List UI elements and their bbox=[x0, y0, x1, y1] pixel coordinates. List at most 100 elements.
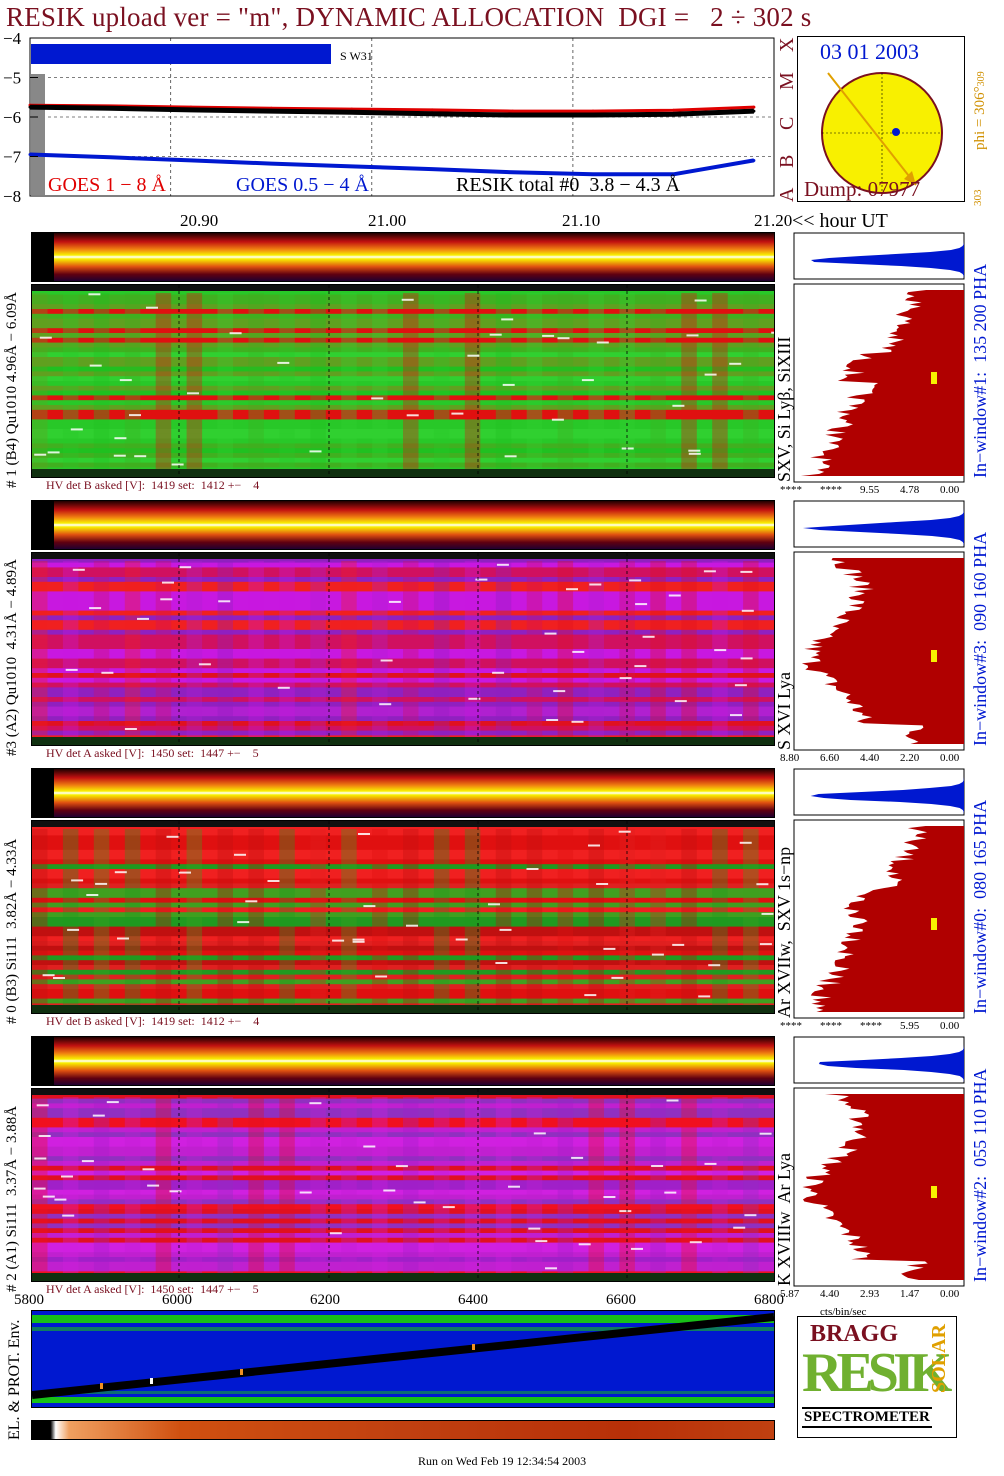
spectro-speck bbox=[380, 659, 393, 662]
goes-y-tick: −6 bbox=[3, 108, 21, 127]
env-marker-1 bbox=[100, 1383, 103, 1389]
goes-point-1 bbox=[430, 167, 434, 171]
spectro-row bbox=[32, 1252, 774, 1258]
spectro-speck bbox=[619, 677, 632, 680]
spectro-row bbox=[32, 849, 774, 856]
spectro-col bbox=[526, 561, 543, 737]
spectro-col bbox=[310, 829, 326, 1005]
hist-axis-tick: 6.60 bbox=[820, 752, 840, 764]
spectro-col bbox=[495, 561, 512, 737]
spectro-speck bbox=[741, 609, 754, 612]
hist-main-fill bbox=[801, 558, 964, 744]
spectro-col bbox=[217, 1097, 233, 1273]
spectro-col bbox=[93, 829, 110, 1005]
spectro-row bbox=[32, 730, 774, 736]
spectro-speck bbox=[166, 835, 179, 838]
goes-y-ticks: −4 −5 −6 −7 −8 bbox=[3, 30, 38, 206]
spectro-speck bbox=[129, 414, 141, 417]
spectro-speck bbox=[739, 841, 752, 844]
spectro-row bbox=[32, 926, 774, 932]
page-title: RESIK upload ver = "m", DYNAMIC ALLOCATI… bbox=[6, 2, 812, 32]
goes-grid bbox=[30, 38, 774, 196]
hist-axis-tick: 2.93 bbox=[860, 1288, 880, 1300]
hist-axis-tick: 5.95 bbox=[900, 1020, 920, 1032]
goes-point-1 bbox=[752, 158, 756, 162]
goes-series-line-0 bbox=[29, 103, 754, 113]
channel-strip bbox=[31, 1036, 775, 1086]
spectro-speck bbox=[47, 451, 60, 454]
spectro-row bbox=[32, 1161, 774, 1167]
hist-axis-tick: **** bbox=[780, 1020, 802, 1032]
spectro-col bbox=[124, 561, 141, 737]
spectro-row bbox=[32, 706, 774, 712]
sun-dump: Dump: 07977 bbox=[804, 177, 921, 201]
spectro-row bbox=[32, 309, 774, 315]
sun-disk-diagram bbox=[821, 72, 943, 194]
spectro-speck bbox=[488, 903, 500, 906]
spectro-row bbox=[32, 294, 774, 300]
spectro-row bbox=[32, 1194, 774, 1200]
spectro-row bbox=[32, 328, 774, 334]
spectro-top-edge bbox=[32, 285, 774, 291]
spectro-row bbox=[32, 1233, 774, 1239]
spectro-row bbox=[32, 371, 774, 377]
bottom-axis-tick: 6000 bbox=[162, 1292, 192, 1308]
hist-main-fill bbox=[802, 1094, 964, 1280]
goes-point-2 bbox=[108, 106, 112, 110]
spectro-col bbox=[124, 293, 141, 469]
spectro-top-edge bbox=[32, 553, 774, 559]
env-green-mid bbox=[32, 1327, 774, 1331]
env-marker-2 bbox=[150, 1378, 153, 1384]
hist-axis-tick: 1.47 bbox=[900, 1288, 920, 1300]
spectro-row bbox=[32, 711, 774, 717]
bottom-axis-tick: 6800 bbox=[754, 1292, 784, 1308]
spectro-speck bbox=[557, 337, 570, 340]
spectro-speck bbox=[496, 563, 509, 566]
spectro-speck bbox=[358, 833, 370, 835]
spectro-row bbox=[32, 1127, 774, 1133]
spectro-row bbox=[32, 409, 774, 416]
spectro-speck bbox=[619, 1210, 632, 1213]
spectro-speck bbox=[588, 844, 600, 847]
logo-top: BRAGG bbox=[810, 1321, 899, 1347]
env-chart bbox=[32, 1313, 774, 1403]
spectro-row bbox=[32, 1237, 774, 1244]
spectro-col bbox=[712, 1097, 728, 1273]
spectro-row bbox=[32, 625, 774, 631]
spectro-row bbox=[32, 1175, 774, 1181]
spectro-speck bbox=[603, 947, 616, 950]
spectro-speck bbox=[698, 995, 711, 998]
spectro-speck bbox=[379, 703, 392, 706]
spectro-row bbox=[32, 462, 774, 468]
spectro-speck bbox=[501, 318, 514, 321]
goes-point-1 bbox=[591, 172, 595, 176]
spectro-col bbox=[62, 293, 79, 469]
bottom-axis-tick: 6200 bbox=[310, 1292, 340, 1308]
env-green-top bbox=[32, 1315, 774, 1323]
goes-chart: S W31 −4 −5 −6 −7 −8 bbox=[3, 30, 775, 206]
spectro-row bbox=[32, 1141, 774, 1148]
spectro-speck bbox=[309, 1102, 322, 1105]
spectro-speck bbox=[88, 293, 101, 296]
channel-histogram bbox=[793, 1036, 965, 1287]
spectro-row bbox=[32, 1242, 774, 1248]
channel-strip-gap bbox=[32, 769, 54, 817]
spectro-row bbox=[32, 716, 774, 722]
spectro-col bbox=[279, 1097, 295, 1273]
spectro-speck bbox=[38, 1135, 51, 1137]
spectro-col bbox=[279, 829, 295, 1005]
spectro-speck bbox=[160, 598, 173, 601]
spectro-row bbox=[32, 945, 774, 952]
spectro-speck bbox=[352, 938, 365, 941]
spectro-col bbox=[279, 561, 295, 737]
spectro-row bbox=[32, 1156, 774, 1162]
spectro-col bbox=[310, 1097, 326, 1273]
spectro-row bbox=[32, 376, 774, 382]
spectro-row bbox=[32, 596, 774, 602]
channel-lines-label: Ar XVIIw, SXV 1s−np bbox=[774, 846, 794, 1018]
spectro-speck bbox=[81, 1160, 94, 1163]
spectro-speck bbox=[596, 341, 609, 344]
spectro-col bbox=[557, 561, 574, 737]
goes-point-1 bbox=[511, 170, 515, 174]
channel-block: HV det A asked [V]: 1450 set: 1447 +− 5 #… bbox=[0, 500, 1004, 768]
